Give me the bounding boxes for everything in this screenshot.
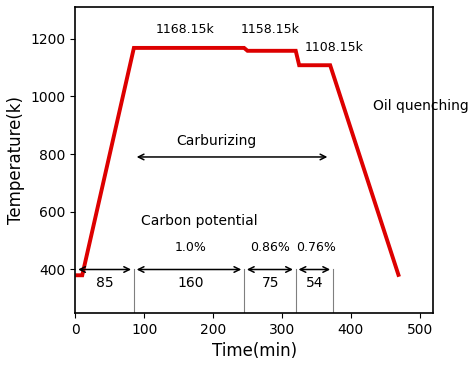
Text: 54: 54 bbox=[306, 276, 324, 290]
Text: 85: 85 bbox=[96, 276, 114, 290]
Y-axis label: Temperature(k): Temperature(k) bbox=[7, 96, 25, 224]
Text: 1158.15k: 1158.15k bbox=[241, 23, 300, 36]
Text: 1168.15k: 1168.15k bbox=[156, 23, 215, 36]
Text: Oil quenching: Oil quenching bbox=[373, 99, 469, 113]
Text: 160: 160 bbox=[177, 276, 204, 290]
Text: 0.76%: 0.76% bbox=[296, 241, 337, 254]
Text: Carburizing: Carburizing bbox=[176, 134, 256, 148]
Text: 1108.15k: 1108.15k bbox=[304, 41, 363, 54]
Text: Carbon potential: Carbon potential bbox=[141, 214, 257, 228]
Text: 75: 75 bbox=[262, 276, 279, 290]
Text: 1.0%: 1.0% bbox=[174, 241, 206, 254]
X-axis label: Time(min): Time(min) bbox=[212, 342, 297, 360]
Text: 0.86%: 0.86% bbox=[250, 241, 290, 254]
